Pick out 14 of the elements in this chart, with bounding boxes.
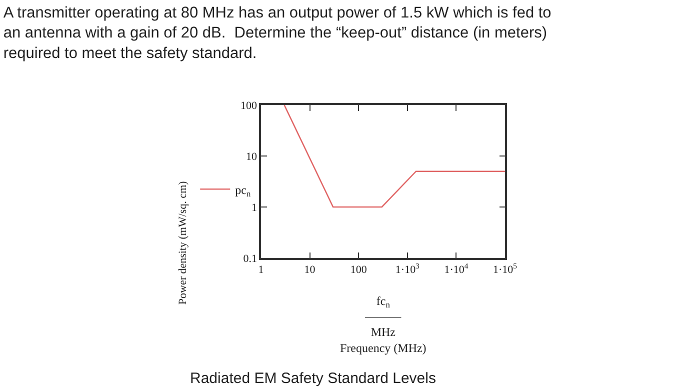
legend-label: pc$_{n}$: [235, 182, 252, 198]
x-tick-label: 1·10$^{4}$: [444, 261, 468, 276]
y-axis-title: Power density (mW/sq. cm): [177, 180, 190, 305]
chart-title: A transmitter operating at 80 MHz has an output power of 1.5 kW which is fed to an antenna with a gain of 20 dB. Determine the “keep-out” distance (in meters) required to meet the safety standard.: [3, 4, 552, 62]
x-tick-label: 100: [350, 264, 368, 276]
x-tick-label: 1·10$^{3}$: [395, 261, 420, 276]
x-tick-label: 1·10$^{5}$: [492, 261, 518, 276]
y-tick-label: 1: [252, 202, 258, 214]
x-tick-label: 10: [304, 264, 316, 276]
y-tick-label: 10: [246, 150, 258, 163]
text: Radiated EM Safety Standard Levels: [190, 370, 436, 387]
y-tick-label: 100: [240, 100, 258, 112]
y-tick-label: 0.1: [243, 252, 258, 265]
x-axis-title: fc$_{n}$ ――― MHz Frequency (MHz): [340, 294, 426, 355]
